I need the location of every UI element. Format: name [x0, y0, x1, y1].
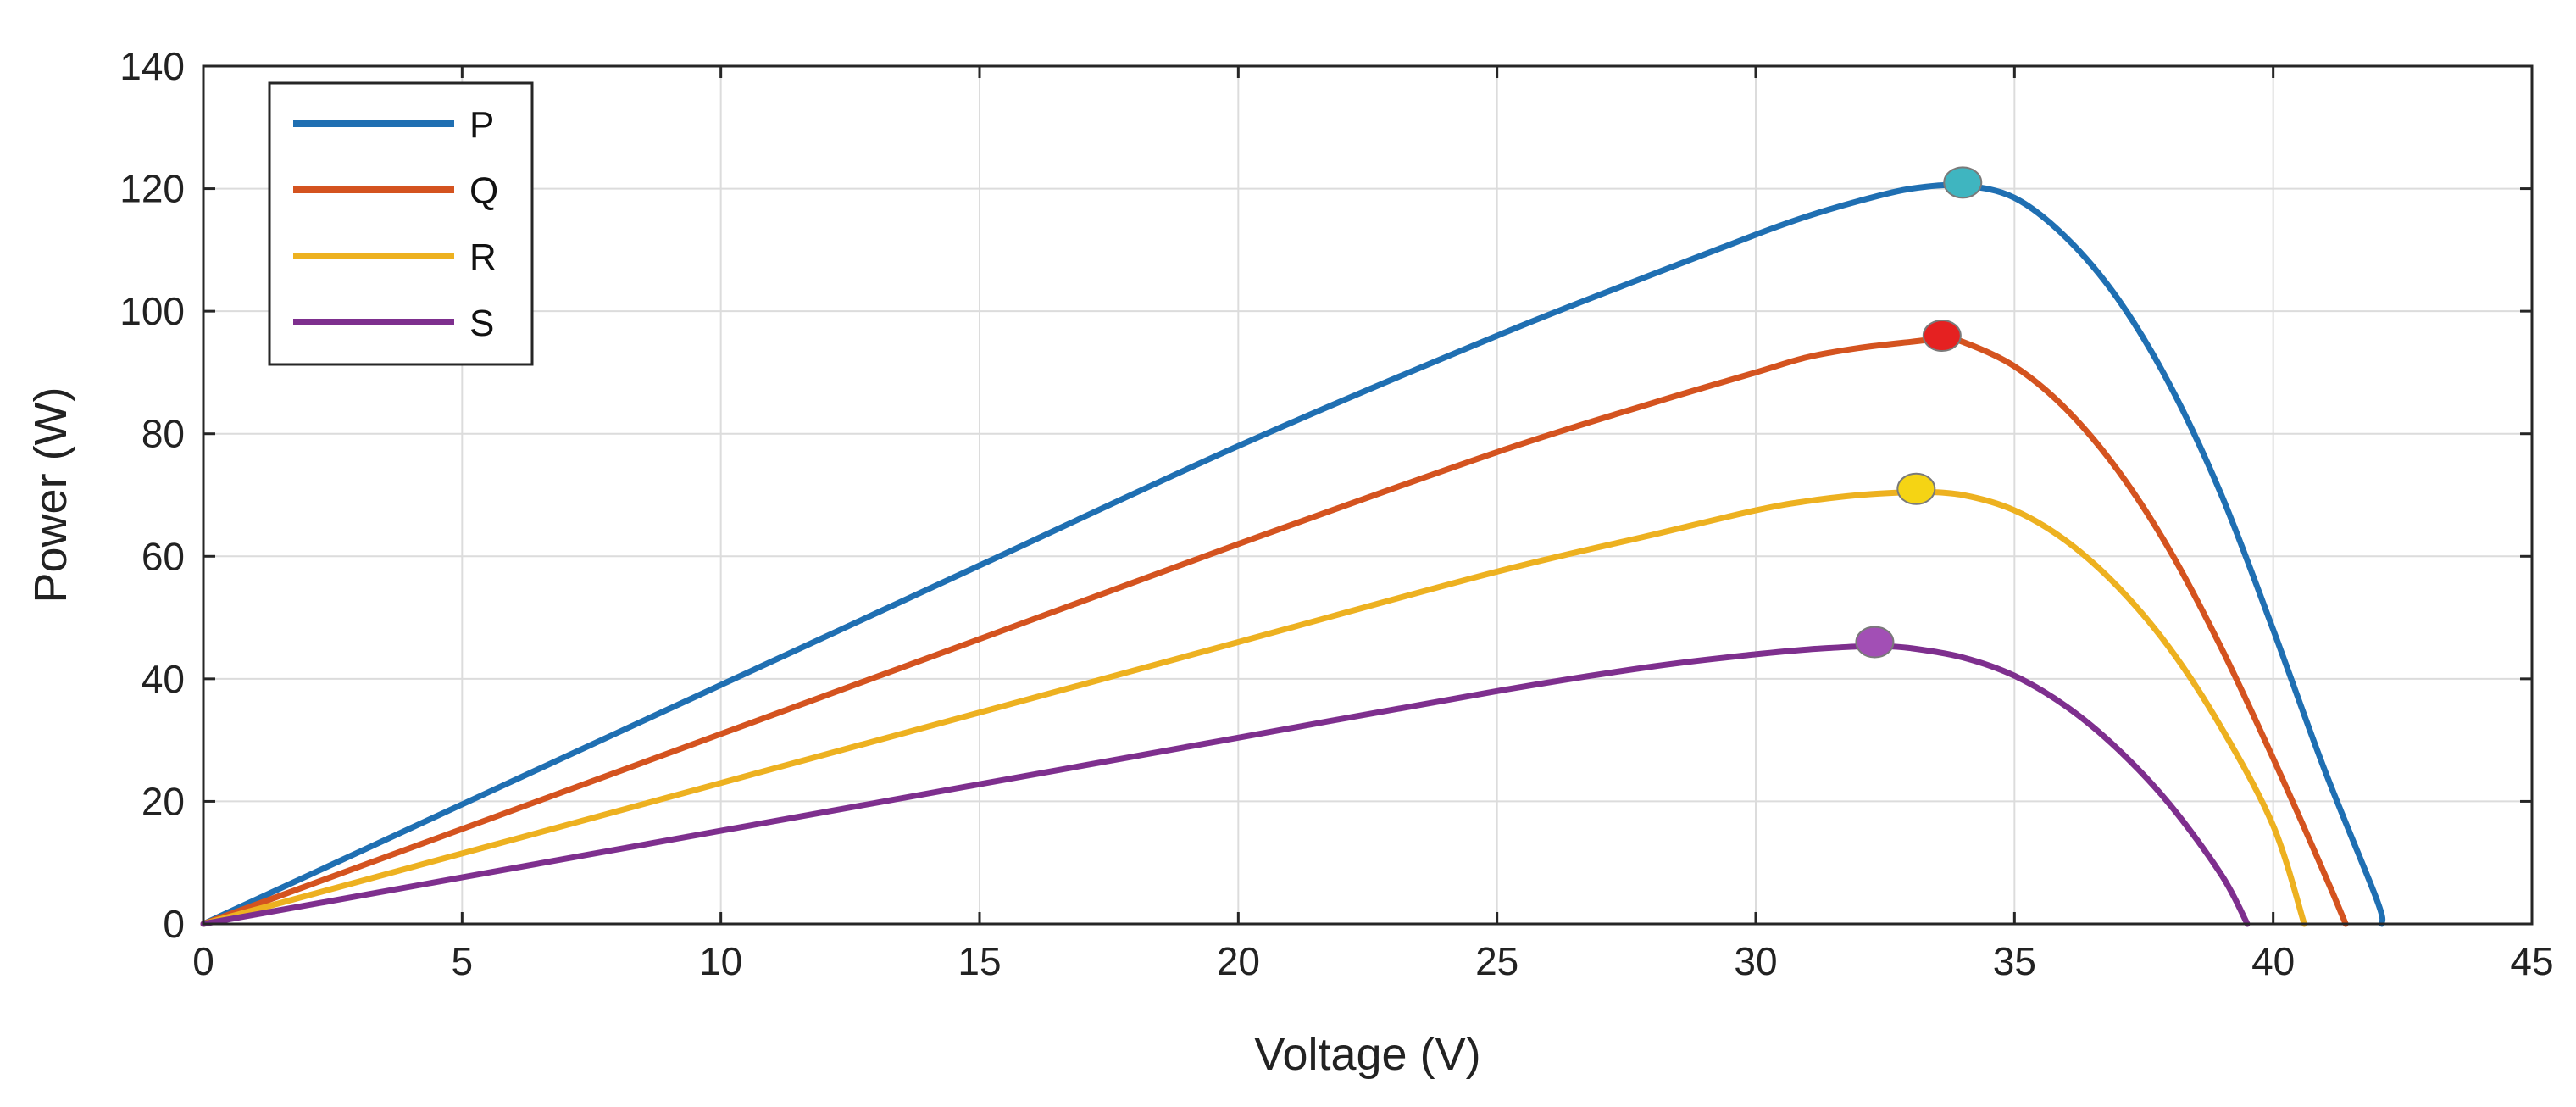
- x-tick-label: 5: [452, 939, 474, 983]
- legend-label-q: Q: [469, 170, 498, 212]
- x-tick-label: 15: [958, 939, 1001, 983]
- mpp-marker-p: [1943, 166, 1983, 199]
- series-line-s: [200, 643, 2251, 927]
- x-tick-label: 20: [1217, 939, 1260, 983]
- y-tick-label: 80: [142, 412, 185, 456]
- x-tick-labels: 0 5 10 15 20 25 30 35 40 45: [192, 939, 2553, 983]
- y-tick-label: 40: [142, 657, 185, 701]
- y-tick-labels: 0 20 40 60 80 100 120 140: [119, 44, 185, 946]
- x-tick-label: 30: [1734, 939, 1777, 983]
- y-tick-label: 20: [142, 779, 185, 823]
- x-tick-label: 45: [2510, 939, 2553, 983]
- mpp-marker-r: [1896, 472, 1936, 505]
- legend-label-s: S: [469, 303, 494, 344]
- x-tick-label: 25: [1475, 939, 1518, 983]
- legend-box: [268, 81, 534, 366]
- y-tick-label: 100: [119, 289, 185, 333]
- axis-ticks: [202, 64, 2534, 926]
- x-tick-label: 0: [192, 939, 214, 983]
- legend-label-p: P: [469, 104, 494, 146]
- x-tick-label: 35: [1993, 939, 2036, 983]
- plot-area-frame: [202, 64, 2534, 926]
- y-tick-label: 120: [119, 167, 185, 211]
- y-axis-label: Power (W): [25, 387, 76, 604]
- y-tick-label: 140: [119, 44, 185, 88]
- series-line-r: [200, 487, 2307, 927]
- mpp-markers: [1855, 166, 1983, 659]
- mpp-marker-s: [1855, 626, 1895, 659]
- x-tick-label: 40: [2251, 939, 2295, 983]
- series-line-p: [200, 181, 2386, 927]
- grid: [203, 66, 2532, 924]
- y-tick-label: 0: [163, 902, 185, 946]
- x-tick-label: 10: [699, 939, 742, 983]
- y-tick-label: 60: [142, 534, 185, 578]
- legend-label-r: R: [469, 236, 497, 278]
- x-axis-label: Voltage (V): [1254, 1029, 1480, 1080]
- mpp-marker-q: [1922, 320, 1962, 353]
- series-line-q: [200, 335, 2349, 927]
- series-lines: [200, 181, 2386, 927]
